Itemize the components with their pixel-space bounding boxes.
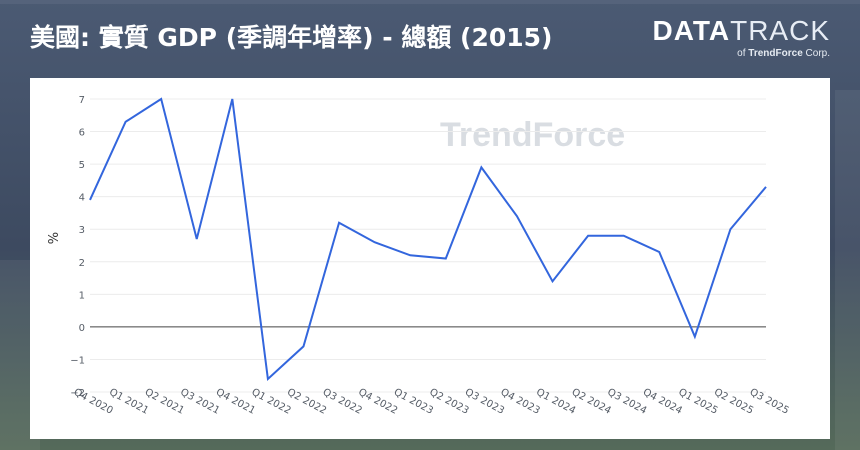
y-tick-label: 3: [79, 225, 85, 236]
logo-subtitle: of TrendForce Corp.: [652, 48, 830, 59]
trendforce-watermark: TrendForce: [440, 116, 625, 154]
data-point[interactable]: [336, 220, 342, 226]
y-tick-label: 7: [79, 95, 85, 106]
series-layer: [87, 96, 769, 382]
x-tick-label: Q4 2024: [641, 387, 684, 417]
x-tick-label: Q2 2024: [570, 387, 613, 417]
data-point[interactable]: [194, 236, 200, 242]
logo-brand-light: TRACK: [730, 15, 830, 46]
x-tick-label: Q3 2025: [748, 387, 791, 417]
logo-sub-brand: TrendForce: [748, 48, 803, 59]
y-tick-label: 0: [79, 323, 85, 334]
page-title: 美國: 實質 GDP (季調年增率) - 總額 (2015): [30, 23, 553, 52]
y-tick-label: 1: [79, 290, 85, 301]
x-tick-label: Q3 2022: [321, 387, 364, 417]
y-tick-label: 6: [79, 128, 85, 139]
y-axis-title: %: [47, 232, 62, 244]
data-point[interactable]: [300, 343, 306, 349]
data-point[interactable]: [550, 278, 556, 284]
x-tick-label: Q2 2025: [712, 387, 755, 417]
y-tick-label: −2: [70, 388, 85, 399]
data-point[interactable]: [407, 252, 413, 258]
data-point[interactable]: [763, 184, 769, 190]
y-tick-label: 2: [79, 258, 85, 269]
x-tick-label: Q2 2022: [285, 387, 328, 417]
x-tick-label: Q4 2022: [356, 387, 399, 417]
grid-lines: [90, 98, 766, 393]
data-point[interactable]: [443, 256, 449, 262]
data-point[interactable]: [585, 233, 591, 239]
x-tick-label: Q2 2023: [427, 387, 470, 417]
data-point[interactable]: [265, 376, 271, 382]
data-point[interactable]: [621, 233, 627, 239]
x-tick-label: Q4 2020: [72, 387, 115, 417]
x-tick-label: Q1 2023: [392, 387, 435, 417]
data-point[interactable]: [727, 226, 733, 232]
x-tick-label: Q1 2025: [677, 387, 720, 417]
datatrack-logo: DATATRACK of TrendForce Corp.: [652, 16, 830, 60]
y-tick-label: 4: [79, 193, 85, 204]
data-point[interactable]: [692, 334, 698, 340]
data-point[interactable]: [478, 164, 484, 170]
data-point[interactable]: [656, 249, 662, 255]
x-tick-label: Q4 2021: [214, 387, 257, 417]
x-tick-label: Q1 2021: [107, 387, 150, 417]
logo-wordmark: DATATRACK: [652, 16, 830, 46]
data-point[interactable]: [372, 239, 378, 245]
series-line: [89, 97, 767, 382]
y-tick-label: −1: [70, 355, 85, 366]
chart-card: TrendForce −2 −1 0 1 2 3 4 5 6 7 Q4 2020 Q1 2021 Q2…: [30, 78, 830, 439]
y-tick-label: 5: [79, 160, 85, 171]
data-point[interactable]: [514, 213, 520, 219]
x-tick-label: Q1 2022: [250, 387, 293, 417]
x-tick-label: Q3 2023: [463, 387, 506, 417]
data-point[interactable]: [229, 96, 235, 102]
data-point[interactable]: [87, 197, 93, 203]
x-tick-label: Q2 2021: [143, 387, 186, 417]
x-tick-label: Q1 2024: [534, 387, 577, 417]
x-tick-label: Q3 2021: [178, 387, 221, 417]
x-tick-label: Q4 2023: [499, 387, 542, 417]
x-tick-label: Q3 2024: [605, 387, 648, 417]
logo-sub-suffix: Corp.: [805, 48, 830, 59]
logo-sub-prefix: of: [737, 48, 746, 59]
data-point[interactable]: [123, 119, 129, 125]
logo-brand-bold: DATA: [652, 15, 731, 46]
y-axis-ticks: −2 −1 0 1 2 3 4 5 6 7: [70, 95, 85, 399]
data-point[interactable]: [158, 96, 164, 102]
